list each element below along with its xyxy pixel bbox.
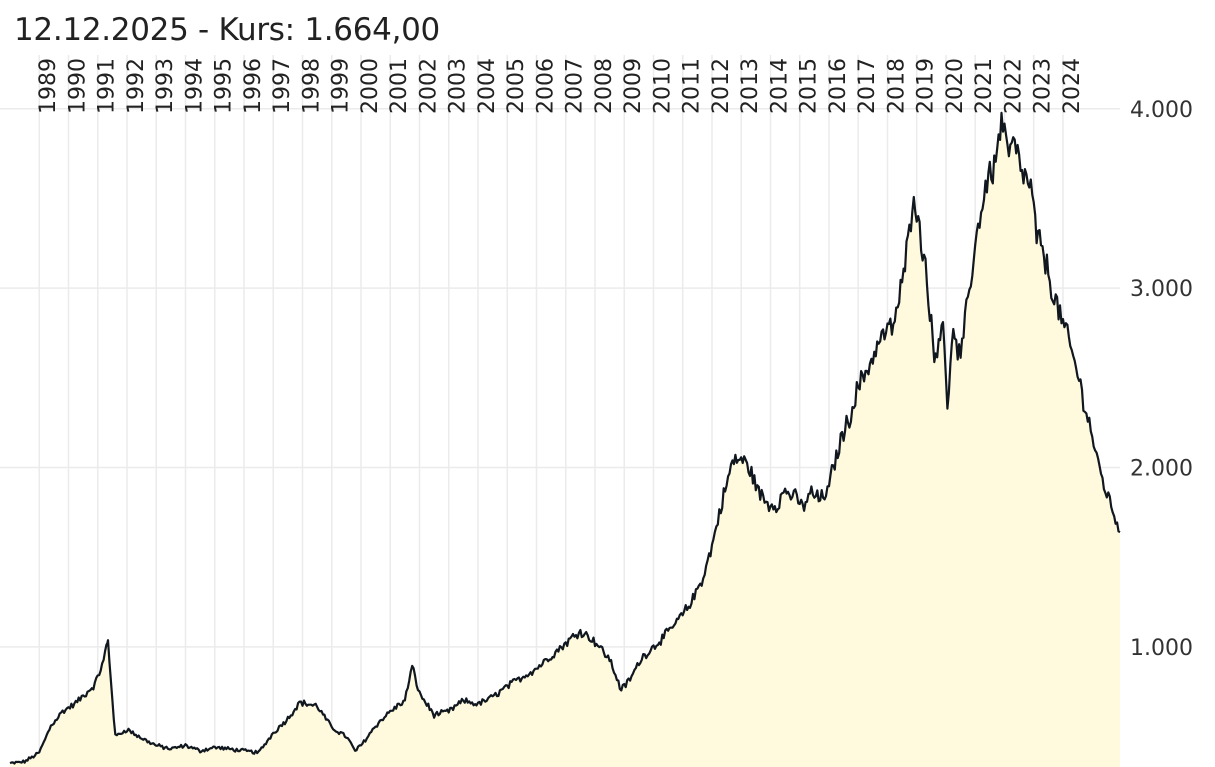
year-label-2015: 2015 <box>797 58 822 114</box>
year-label-2009: 2009 <box>621 58 646 114</box>
year-label-2018: 2018 <box>884 58 909 114</box>
year-label-2022: 2022 <box>1001 58 1026 114</box>
price-label-4000: 4.000 <box>1130 98 1193 123</box>
year-label-1997: 1997 <box>270 58 295 114</box>
year-label-2019: 2019 <box>914 58 939 114</box>
year-label-2004: 2004 <box>475 58 500 114</box>
year-label-2000: 2000 <box>358 58 383 114</box>
year-label-2024: 2024 <box>1060 58 1085 114</box>
price-label-3000: 3.000 <box>1130 277 1193 302</box>
year-label-1992: 1992 <box>124 58 149 114</box>
year-label-2017: 2017 <box>855 58 880 114</box>
year-label-1993: 1993 <box>153 58 178 114</box>
price-tick-labels: 1.000 2.000 3.000 4.000 <box>1130 98 1193 661</box>
year-label-2001: 2001 <box>387 58 412 114</box>
price-area-fill <box>10 112 1120 767</box>
year-label-2003: 2003 <box>446 58 471 114</box>
year-label-2002: 2002 <box>416 58 441 114</box>
year-label-1998: 1998 <box>299 58 324 114</box>
chart-price-label: - Kurs: 1.664,00 <box>188 12 440 48</box>
year-label-2014: 2014 <box>767 58 792 114</box>
chart-header-title: 12.12.2025 - Kurs: 1.664,00 <box>14 12 440 48</box>
year-tick-labels: 1989 1990 1991 1992 1993 1994 1995 1996 1997 1998… <box>36 58 1085 114</box>
chart-date: 12.12.2025 <box>14 12 189 48</box>
year-label-2008: 2008 <box>592 58 617 114</box>
year-label-2021: 2021 <box>972 58 997 114</box>
year-label-1994: 1994 <box>182 58 207 114</box>
year-label-1991: 1991 <box>95 58 120 114</box>
price-label-2000: 2.000 <box>1130 456 1193 481</box>
year-label-2013: 2013 <box>738 58 763 114</box>
price-line <box>9 111 1121 765</box>
year-label-2012: 2012 <box>709 58 734 114</box>
year-label-1996: 1996 <box>241 58 266 114</box>
year-label-2016: 2016 <box>826 58 851 114</box>
price-label-1000: 1.000 <box>1130 636 1193 661</box>
year-label-2006: 2006 <box>533 58 558 114</box>
year-label-1995: 1995 <box>212 58 237 114</box>
year-label-1990: 1990 <box>65 58 90 114</box>
year-label-2005: 2005 <box>504 58 529 114</box>
year-label-1999: 1999 <box>329 58 354 114</box>
year-label-2010: 2010 <box>650 58 675 114</box>
year-label-2007: 2007 <box>563 58 588 114</box>
year-label-2023: 2023 <box>1031 58 1056 114</box>
year-label-1989: 1989 <box>36 58 61 114</box>
year-label-2020: 2020 <box>943 58 968 114</box>
year-label-2011: 2011 <box>680 58 705 114</box>
